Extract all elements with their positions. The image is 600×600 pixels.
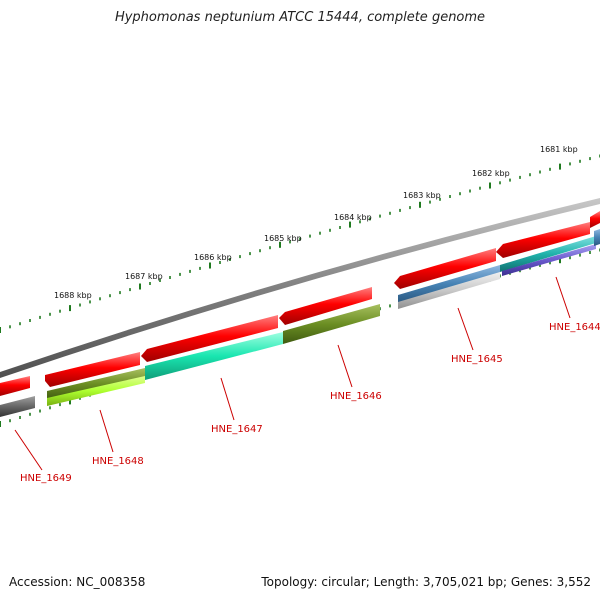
feature-steel-1643[interactable] xyxy=(594,229,600,246)
gene-feature-1645[interactable] xyxy=(394,248,496,289)
gene-feature-1649[interactable] xyxy=(0,376,30,396)
gene-feature-1646[interactable] xyxy=(279,287,372,325)
genome-summary: Topology: circular; Length: 3,705,021 bp… xyxy=(261,575,591,589)
gene-feature-1648[interactable] xyxy=(45,352,140,387)
leader-1648 xyxy=(99,409,114,453)
gene-labels: HNE_1644 HNE_1645 HNE_1646 HNE_1647 HNE_… xyxy=(20,322,600,484)
gene-label-1649[interactable]: HNE_1649 xyxy=(20,473,72,484)
scale-label-1688: 1688 kbp xyxy=(54,291,92,300)
gene-label-1644[interactable]: HNE_1644 xyxy=(549,322,600,333)
scale-label-1686: 1686 kbp xyxy=(194,253,232,262)
scale-label-1684: 1684 kbp xyxy=(334,213,372,222)
leader-1645 xyxy=(457,307,474,351)
feature-olive-1648[interactable] xyxy=(47,368,145,400)
scale-labels: 1681 kbp 1682 kbp 1683 kbp 1684 kbp 1685… xyxy=(54,145,578,300)
leader-1644 xyxy=(555,276,571,319)
gene-label-1648[interactable]: HNE_1648 xyxy=(92,456,144,467)
feature-slate-1644[interactable] xyxy=(502,244,596,276)
accession-label: Accession: NC_008358 xyxy=(9,575,146,589)
scale-label-1683: 1683 kbp xyxy=(403,191,441,200)
scale-label-1687: 1687 kbp xyxy=(125,272,163,281)
feature-lime-1648[interactable] xyxy=(47,376,145,406)
feature-turquoise-1647[interactable] xyxy=(145,332,283,380)
scale-label-1681: 1681 kbp xyxy=(540,145,578,154)
leader-1646 xyxy=(337,344,353,388)
feature-light-1645[interactable] xyxy=(398,272,500,309)
gene-label-1647[interactable]: HNE_1647 xyxy=(211,424,263,435)
scale-label-1685: 1685 kbp xyxy=(264,234,302,243)
gene-track-outer xyxy=(0,211,600,396)
feature-teal-1644[interactable] xyxy=(500,236,596,272)
gene-label-1645[interactable]: HNE_1645 xyxy=(451,354,503,365)
gene-feature-1643[interactable] xyxy=(590,211,600,228)
map-title: Hyphomonas neptunium ATCC 15444, complet… xyxy=(114,10,486,25)
label-leaders xyxy=(14,276,571,471)
scale-label-1682: 1682 kbp xyxy=(472,169,510,178)
gene-label-1646[interactable]: HNE_1646 xyxy=(330,391,382,402)
feature-gray-1649[interactable] xyxy=(0,396,35,417)
gene-feature-1647[interactable] xyxy=(141,315,278,362)
feature-olive-1646[interactable] xyxy=(283,304,380,344)
feature-steelblue-1645[interactable] xyxy=(398,265,500,303)
genome-backbone xyxy=(0,198,600,378)
gene-track-inner xyxy=(0,229,600,417)
leader-1649 xyxy=(14,429,43,471)
gene-feature-1644[interactable] xyxy=(496,222,590,258)
leader-1647 xyxy=(220,377,235,421)
